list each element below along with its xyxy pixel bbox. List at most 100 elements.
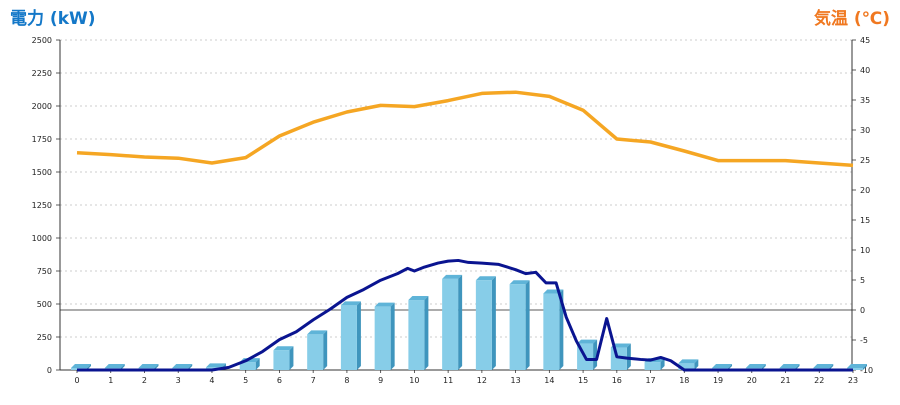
bar-side [863,364,867,370]
bar [475,280,492,370]
bar-top [408,296,429,301]
x-tick-label: 22 [814,376,824,385]
bar-side [356,301,361,370]
bar-side [491,276,496,370]
bar-top [273,346,294,351]
left-tick-label: 1250 [32,201,52,210]
left-tick-label: 2500 [32,36,52,45]
left-tick-label: 750 [37,267,52,276]
left-tick-label: 2250 [32,69,52,78]
x-tick-label: 1 [108,376,113,385]
x-tick-label: 11 [443,376,453,385]
x-tick-label: 15 [578,376,588,385]
left-tick-label: 1000 [32,234,52,243]
bar [509,284,526,370]
bar-side [694,359,699,370]
right-tick-label: 40 [860,66,870,75]
bar [678,363,695,370]
left-axis-title: 電力 (kW) [10,9,96,29]
bar-side [289,346,294,370]
left-tick-label: 1750 [32,135,52,144]
bar [543,293,560,370]
right-axis-title: 気温 (℃) [813,9,890,29]
x-tick-label: 17 [645,376,655,385]
bar-side [390,302,395,370]
x-tick-label: 20 [747,376,757,385]
temperature-line [76,90,854,168]
bar-top [610,343,631,348]
bar [239,362,256,370]
right-tick-label: 10 [860,246,870,255]
right-tick-label: 5 [860,276,865,285]
bar-top [138,364,159,369]
x-tick-label: 19 [713,376,723,385]
bar-top [745,364,766,369]
left-tick-label: 250 [37,333,52,342]
x-tick-label: 4 [209,376,214,385]
bar-top [205,363,226,368]
bar [644,362,661,370]
x-tick-label: 12 [477,376,487,385]
bar-top [678,359,699,364]
bar-side [323,330,328,370]
x-tick-label: 5 [243,376,248,385]
right-tick-label: -10 [860,366,873,375]
x-tick-label: 0 [74,376,79,385]
bar-top [847,364,867,369]
bar-side [593,339,598,370]
bar-top [712,364,733,369]
left-tick-label: 0 [47,366,52,375]
bar [847,368,863,370]
bar-top [71,364,91,369]
bar-top [813,364,834,369]
left-tick-label: 2000 [32,102,52,111]
bar [408,300,425,370]
bar-top [172,364,193,369]
right-tick-label: 15 [860,216,870,225]
power-line [77,258,853,372]
x-tick-label: 16 [612,376,622,385]
bar-top [340,301,361,306]
bar-top [779,364,800,369]
right-tick-label: 20 [860,186,870,195]
x-tick-label: 3 [176,376,181,385]
bar-side [626,343,631,370]
bar-top [374,302,395,307]
bar [307,334,324,370]
bar [442,278,459,370]
bar-top [307,330,328,335]
x-tick-label: 10 [409,376,419,385]
x-tick-label: 7 [311,376,316,385]
x-tick-label: 23 [848,376,858,385]
right-tick-label: 35 [860,96,870,105]
bar-top [475,276,496,281]
x-tick-label: 21 [780,376,790,385]
bar-top [442,274,463,279]
left-tick-label: 500 [37,300,52,309]
right-tick-label: 45 [860,36,870,45]
bar [340,305,357,370]
bar [273,350,290,370]
x-tick-label: 14 [544,376,554,385]
bar-top [509,280,530,285]
right-tick-label: -5 [860,336,868,345]
bar-top [577,339,598,344]
x-tick-label: 8 [344,376,349,385]
x-tick-label: 9 [378,376,383,385]
right-tick-label: 0 [860,306,865,315]
bar-side [559,289,564,370]
bar [374,306,391,370]
x-tick-label: 6 [277,376,282,385]
x-tick-label: 2 [142,376,147,385]
left-tick-label: 1500 [32,168,52,177]
right-tick-label: 30 [860,126,870,135]
bar-side [255,358,260,370]
bar-side [424,296,429,370]
bar-top [104,364,125,369]
bar-side [660,358,665,370]
bar-side [458,274,463,370]
x-tick-label: 18 [679,376,689,385]
right-tick-label: 25 [860,156,870,165]
